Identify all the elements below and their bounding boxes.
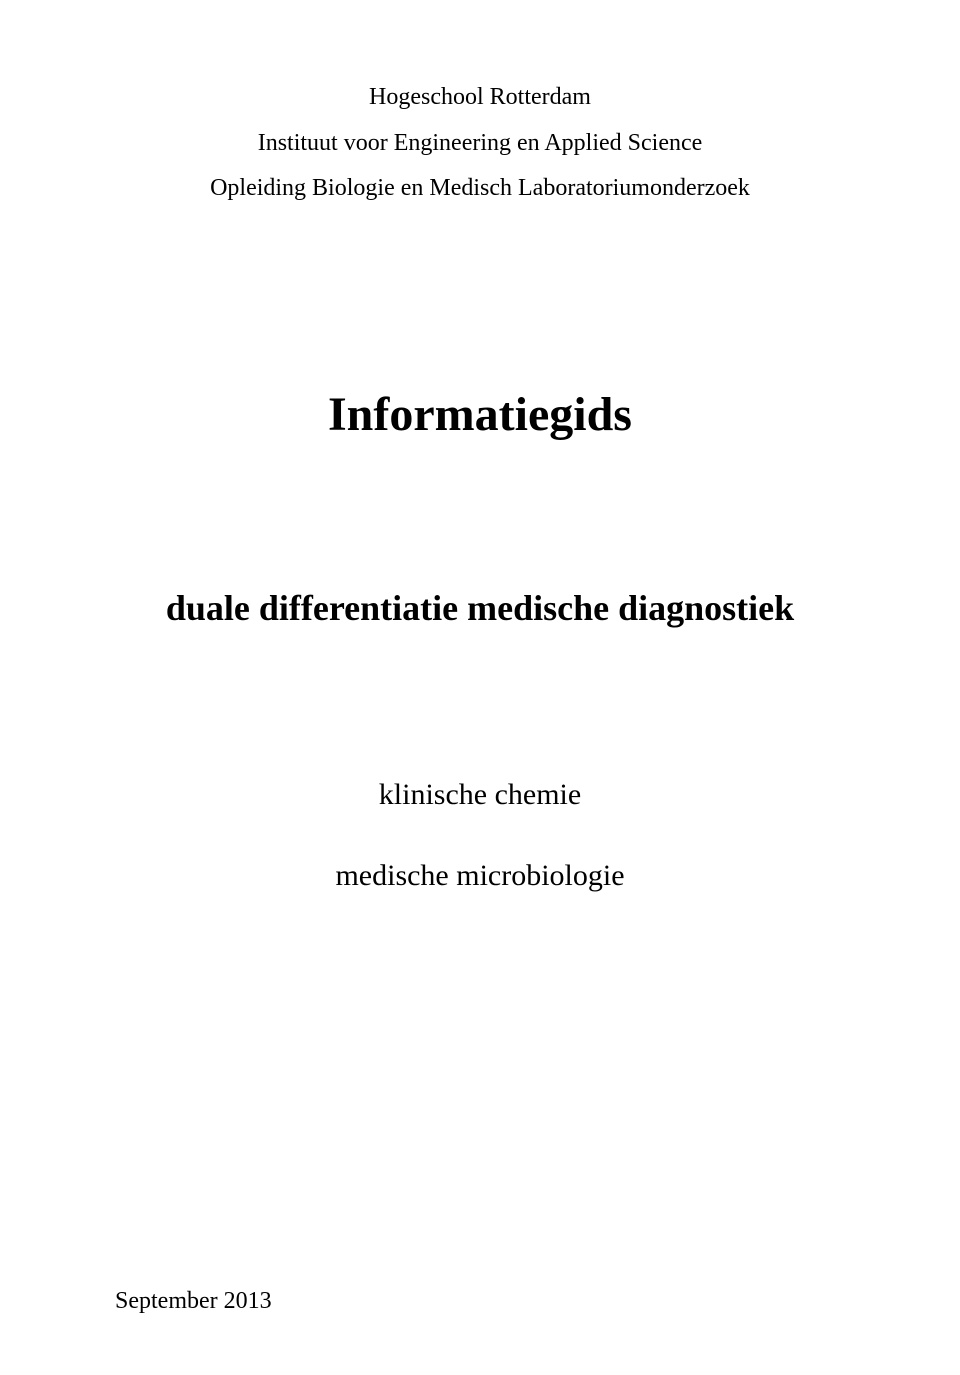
- header-institution: Hogeschool Rotterdam: [115, 75, 845, 121]
- header-program: Opleiding Biologie en Medisch Laboratori…: [115, 166, 845, 212]
- document-date: September 2013: [115, 1288, 272, 1315]
- document-title: Informatiegids: [115, 387, 845, 442]
- header-institute: Instituut voor Engineering en Applied Sc…: [115, 121, 845, 167]
- topic-clinical-chemistry: klinische chemie: [115, 754, 845, 835]
- document-subtitle: duale differentiatie medische diagnostie…: [115, 587, 845, 629]
- document-header: Hogeschool Rotterdam Instituut voor Engi…: [115, 75, 845, 212]
- document-topics: klinische chemie medische microbiologie: [115, 754, 845, 916]
- topic-medical-microbiology: medische microbiologie: [115, 835, 845, 916]
